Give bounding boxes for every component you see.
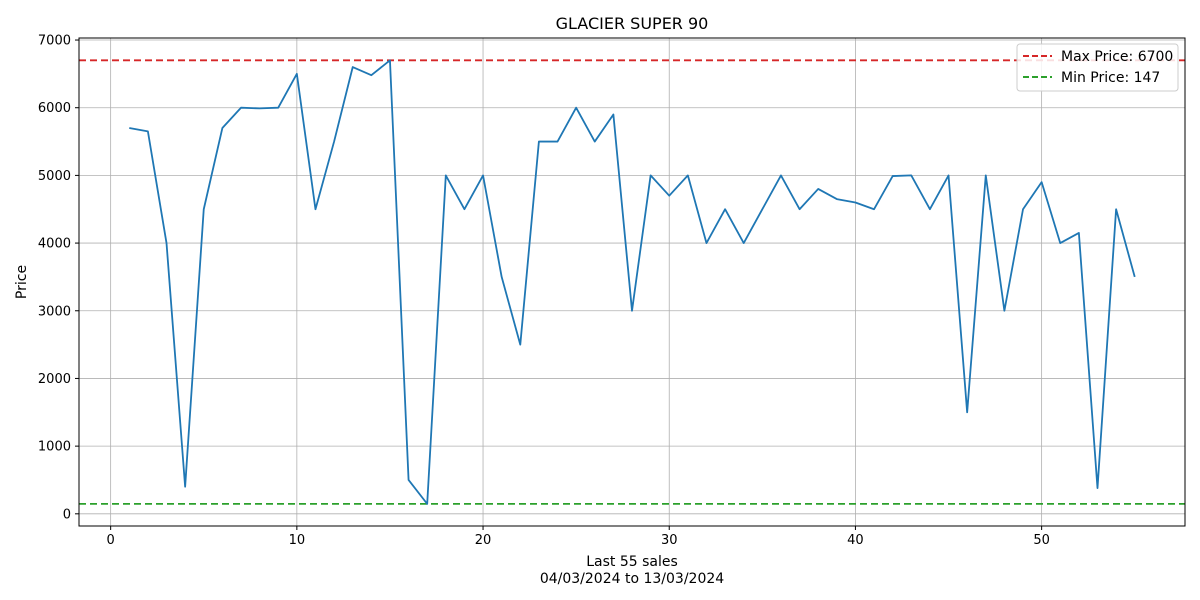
x-tick-label: 0 [107, 533, 115, 548]
y-tick-label: 4000 [38, 237, 71, 252]
y-axis-label: Price [14, 265, 30, 299]
y-tick-label: 2000 [38, 372, 71, 387]
x-axis-label: Last 55 sales [586, 554, 678, 570]
x-axis-sublabel: 04/03/2024 to 13/03/2024 [540, 571, 724, 587]
y-tick-label: 6000 [38, 101, 71, 116]
y-tick-label: 7000 [38, 34, 71, 49]
reference-lines [79, 59, 1185, 505]
legend-box [1016, 43, 1179, 92]
chart-title: GLACIER SUPER 90 [556, 14, 709, 33]
axis-ticks: 0 10 20 30 40 50 0 1000 2000 3000 4000 5000 6000 7000 [38, 34, 1050, 548]
grid [79, 38, 1185, 526]
y-tick-label: 5000 [38, 169, 71, 184]
price-series-line [129, 59, 1136, 505]
legend-label-max: Max Price: 6700 [1061, 49, 1173, 65]
x-tick-label: 20 [475, 533, 492, 548]
x-tick-label: 10 [289, 533, 306, 548]
y-tick-label: 0 [63, 507, 71, 522]
x-tick-label: 30 [661, 533, 678, 548]
x-tick-label: 50 [1033, 533, 1050, 548]
series-layer [129, 59, 1136, 505]
legend-label-min: Min Price: 147 [1061, 70, 1160, 86]
plot-frame [78, 37, 1186, 527]
legend: Max Price: 6700 Min Price: 147 [1016, 43, 1179, 92]
y-tick-label: 1000 [38, 440, 71, 455]
x-tick-label: 40 [847, 533, 864, 548]
y-tick-label: 3000 [38, 304, 71, 319]
